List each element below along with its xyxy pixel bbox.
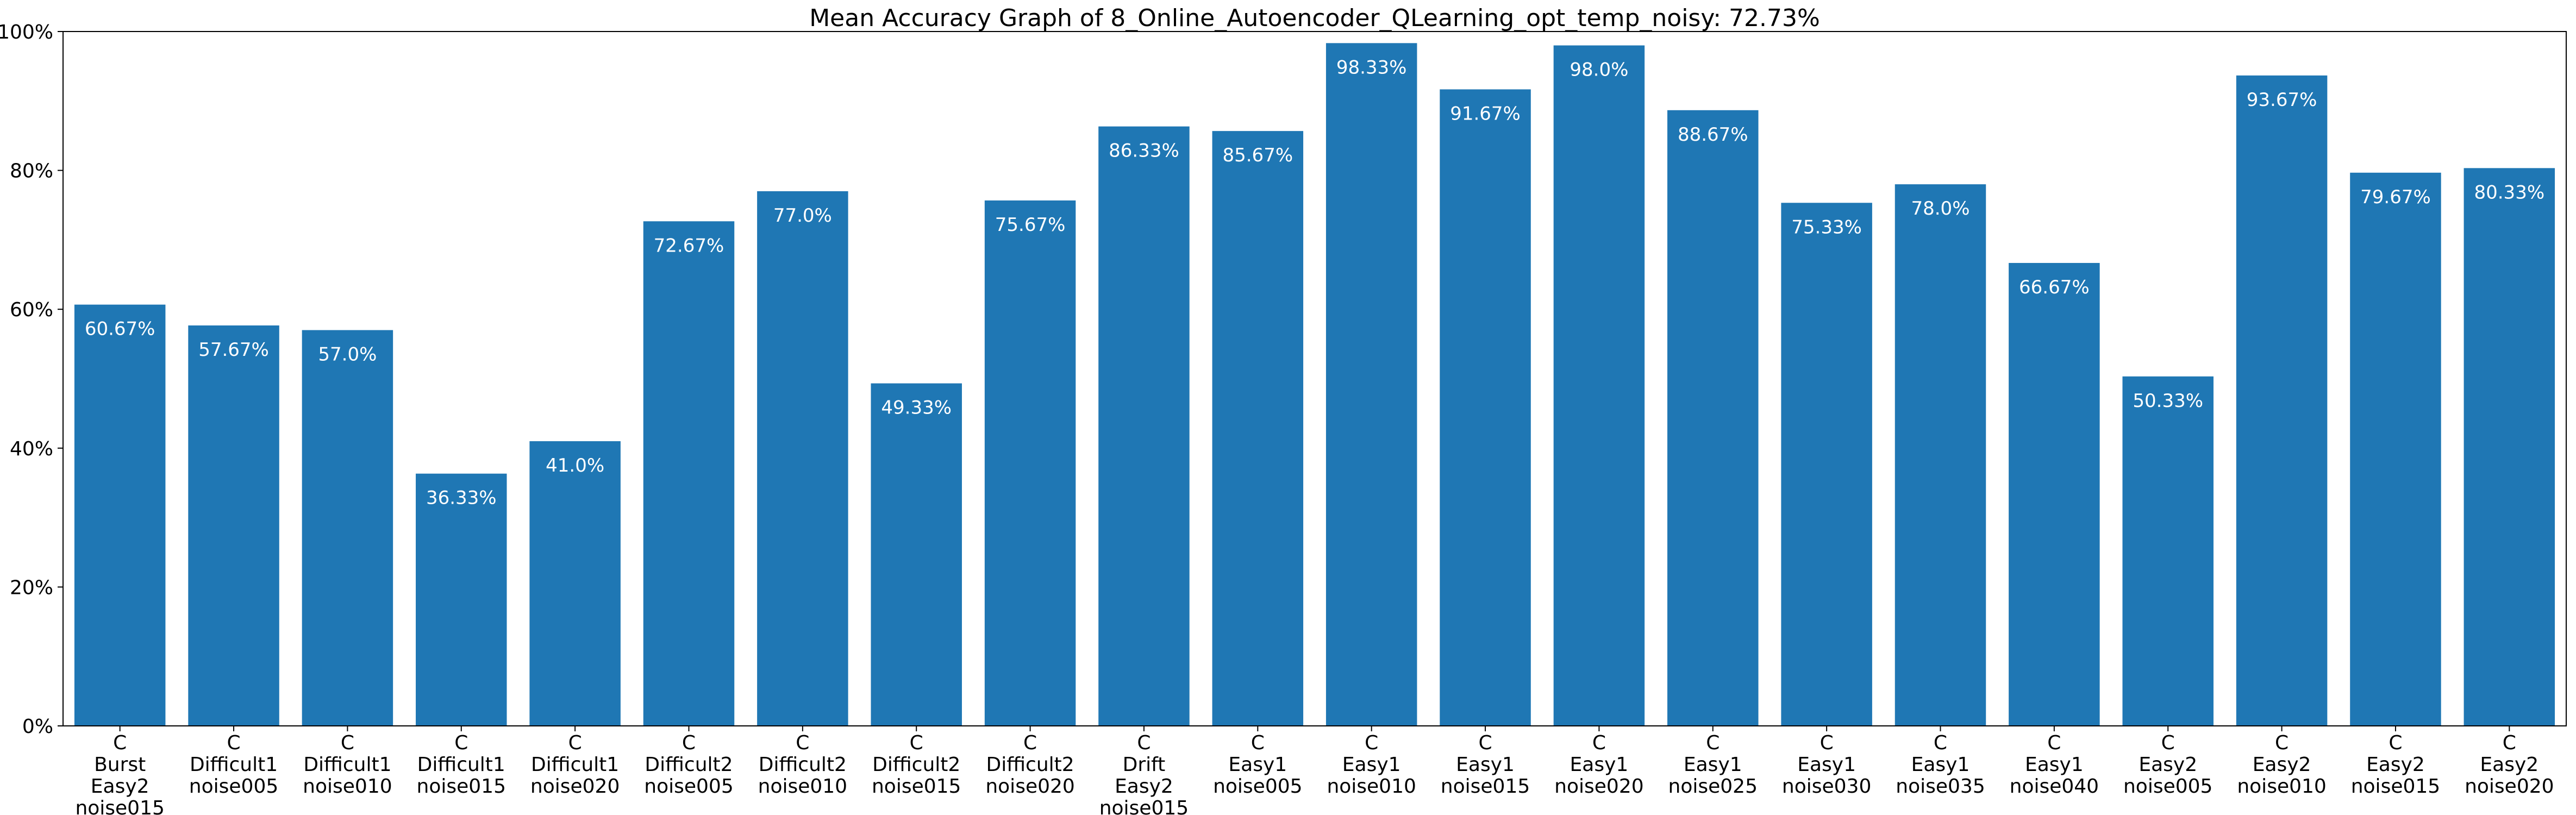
x-tick-label-1: C Difficult1 noise005 <box>189 732 278 798</box>
bar-value-label-3: 36.33% <box>426 487 497 509</box>
bar-1 <box>188 325 279 726</box>
bar-21 <box>2464 168 2555 726</box>
bar-13 <box>1553 45 1645 726</box>
x-tick-label-14: C Easy1 noise025 <box>1668 732 1758 798</box>
x-tick-label-8: C Difficult2 noise020 <box>985 732 1074 798</box>
x-tick-label-0: C Burst Easy2 noise015 <box>75 732 164 815</box>
y-tick-label-5: 100% <box>0 21 53 43</box>
y-axis: 0% 20% 40% 60% 80% 100% <box>0 21 63 738</box>
x-tick-label-5: C Difficult2 noise005 <box>644 732 733 798</box>
bar-value-label-16: 78.0% <box>1911 198 1969 220</box>
bar-value-label-1: 57.67% <box>198 339 269 361</box>
bar-value-label-20: 79.67% <box>2360 186 2431 208</box>
x-tick-label-6: C Difficult2 noise010 <box>758 732 847 798</box>
bar-17 <box>2009 262 2100 726</box>
bar-value-label-15: 75.33% <box>1791 216 1862 238</box>
x-tick-label-15: C Easy1 noise030 <box>1782 732 1871 798</box>
bar-9 <box>1098 126 1190 726</box>
bar-14 <box>1667 110 1759 726</box>
bar-value-label-13: 98.0% <box>1570 59 1628 81</box>
bar-4 <box>529 441 621 726</box>
x-tick-label-18: C Easy2 noise005 <box>2123 732 2212 798</box>
bar-value-label-2: 57.0% <box>318 344 377 366</box>
bar-2 <box>302 330 393 726</box>
bar-value-label-12: 91.67% <box>1450 103 1521 124</box>
x-tick-label-19: C Easy2 noise010 <box>2237 732 2326 798</box>
x-tick-label-20: C Easy2 noise015 <box>2351 732 2440 798</box>
x-tick-label-4: C Difficult1 noise020 <box>530 732 620 798</box>
bar-5 <box>643 221 735 726</box>
bar-value-label-4: 41.0% <box>546 455 604 477</box>
x-tick-label-12: C Easy1 noise015 <box>1441 732 1530 798</box>
bar-6 <box>757 191 848 726</box>
bar-value-label-10: 85.67% <box>1222 145 1293 166</box>
bar-20 <box>2350 172 2441 726</box>
bar-0 <box>74 304 166 726</box>
bar-value-label-17: 66.67% <box>2019 277 2090 298</box>
plot-frame <box>62 31 2567 726</box>
x-tick-label-17: C Easy1 noise040 <box>2010 732 2099 798</box>
bar-7 <box>871 383 962 726</box>
y-tick-label-1: 20% <box>10 576 53 599</box>
x-tick-label-10: C Easy1 noise005 <box>1213 732 1302 798</box>
x-tick-label-13: C Easy1 noise020 <box>1554 732 1643 798</box>
y-tick-label-3: 60% <box>10 299 53 321</box>
x-axis: C Burst Easy2 noise015 C Difficult1 noise005 C D… <box>75 726 2554 815</box>
x-tick-label-16: C Easy1 noise035 <box>1896 732 1985 798</box>
x-tick-label-3: C Difficult1 noise015 <box>417 732 506 798</box>
x-tick-label-9: C Drift Easy2 noise015 <box>1099 732 1189 815</box>
bar-8 <box>984 200 1076 726</box>
bar-12 <box>1440 89 1531 726</box>
bar-value-label-21: 80.33% <box>2474 181 2544 203</box>
bar-11 <box>1325 43 1417 726</box>
bar-19 <box>2236 75 2328 726</box>
bar-10 <box>1212 131 1304 726</box>
bar-16 <box>1895 184 1986 726</box>
bar-18 <box>2122 376 2214 726</box>
chart-title: Mean Accuracy Graph of 8_Online_Autoenco… <box>809 4 1820 32</box>
x-tick-label-11: C Easy1 noise010 <box>1327 732 1416 798</box>
y-tick-label-2: 40% <box>10 438 53 460</box>
bar-value-label-7: 49.33% <box>881 397 952 419</box>
bar-value-label-18: 50.33% <box>2133 390 2203 412</box>
y-tick-label-0: 0% <box>22 716 53 738</box>
bar-value-label-8: 75.67% <box>995 214 1066 236</box>
bar-value-label-14: 88.67% <box>1678 124 1748 146</box>
bar-labels-group: 60.67% 57.67% 57.0% 36.33% 41.0% 72.67% 77.0% 4… <box>85 57 2544 509</box>
x-tick-label-2: C Difficult1 noise010 <box>303 732 392 798</box>
bar-3 <box>416 473 507 726</box>
bar-15 <box>1781 203 1872 726</box>
x-tick-label-7: C Difficult2 noise015 <box>872 732 961 798</box>
bar-value-label-11: 98.33% <box>1336 57 1407 78</box>
y-tick-label-4: 80% <box>10 160 53 183</box>
bar-value-label-9: 86.33% <box>1109 140 1179 162</box>
bar-value-label-0: 60.67% <box>85 318 155 340</box>
bar-value-label-5: 72.67% <box>654 235 724 256</box>
x-tick-label-21: C Easy2 noise020 <box>2465 732 2554 798</box>
bars-group <box>74 43 2555 726</box>
bar-value-label-6: 77.0% <box>773 205 832 227</box>
bar-value-label-19: 93.67% <box>2247 89 2317 111</box>
